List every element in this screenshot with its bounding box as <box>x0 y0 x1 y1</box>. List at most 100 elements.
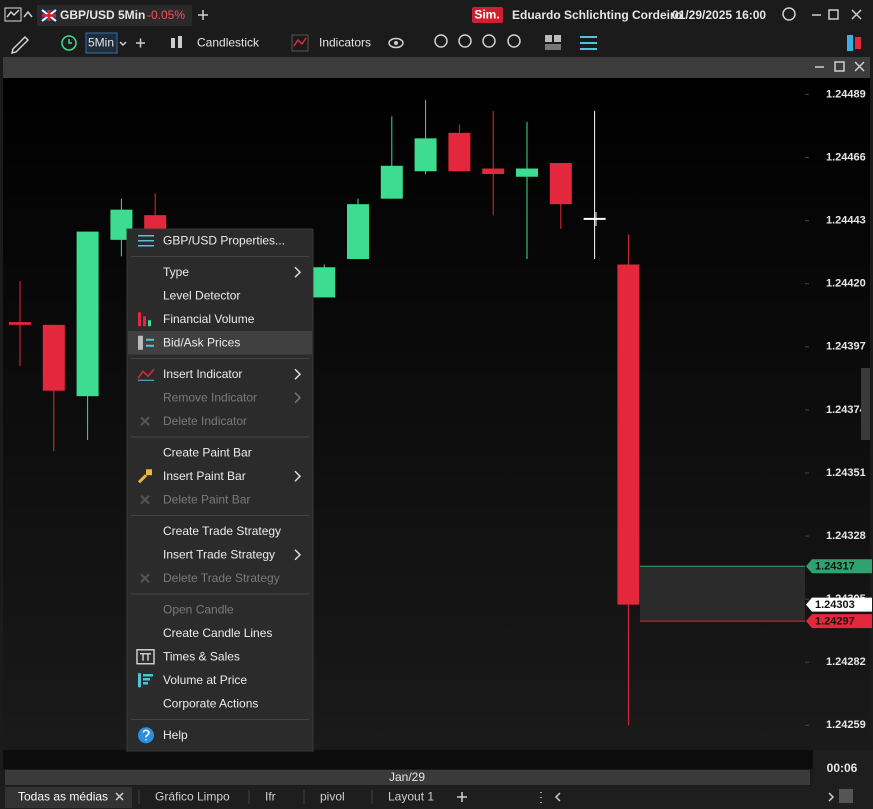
tab-label[interactable]: Todas as médias <box>18 790 108 804</box>
zoom-in[interactable] <box>434 34 448 48</box>
indicators[interactable]: Indicators <box>319 36 371 50</box>
tab-label[interactable]: pivol <box>320 790 345 804</box>
app-icon-line <box>6 9 20 18</box>
countdown-box <box>813 750 873 790</box>
y-tick-label: 1.24466 <box>826 151 866 163</box>
time-axis <box>3 750 813 769</box>
mode-badge <box>472 7 503 23</box>
chart-type[interactable]: Candlestick <box>197 36 260 50</box>
date-bar <box>5 770 810 785</box>
menu-icon <box>140 573 150 583</box>
menu-item[interactable]: Financial Volume <box>163 312 255 326</box>
visibility-button[interactable] <box>388 37 404 49</box>
more-button[interactable] <box>782 7 796 21</box>
zoom-out[interactable] <box>458 34 472 48</box>
menu-item[interactable]: Insert Paint Bar <box>163 469 246 483</box>
panel-button-2 <box>855 37 861 49</box>
datetime: 01/29/2025 16:00 <box>672 8 766 22</box>
zoom-fit[interactable] <box>482 34 496 48</box>
settings-button[interactable] <box>580 36 597 50</box>
tab-label[interactable]: Gráfico Limpo <box>155 790 230 804</box>
chart-window-header <box>3 57 870 78</box>
zoom-reset[interactable] <box>507 34 521 48</box>
cursor <box>589 212 603 226</box>
price-label: 1.24297 <box>815 615 855 627</box>
menu-item[interactable]: Bid/Ask Prices <box>163 335 240 349</box>
chart-close[interactable] <box>854 61 865 72</box>
menu-item[interactable]: Create Candle Lines <box>163 626 272 640</box>
close-button[interactable] <box>851 9 862 20</box>
candle-body <box>414 138 437 172</box>
y-tick-label: 1.24259 <box>826 719 866 731</box>
menu-item[interactable]: Type <box>163 265 189 279</box>
candle-body <box>9 322 31 325</box>
clock-icon[interactable] <box>61 35 77 51</box>
submenu-arrow <box>294 549 302 561</box>
menu-item: Remove Indicator <box>163 390 257 404</box>
menu-item[interactable]: Create Paint Bar <box>163 445 252 459</box>
zoom-buttons[interactable] <box>434 34 521 48</box>
y-tick-label: 1.24420 <box>826 278 866 290</box>
interval-dropdown[interactable] <box>119 41 127 47</box>
y-tick-label: 1.24328 <box>826 530 866 542</box>
menu-item[interactable]: Help <box>163 728 188 742</box>
indicators-icon-line <box>293 37 307 47</box>
tab-label[interactable]: Ifr <box>265 790 276 804</box>
menu-item: Delete Paint Bar <box>163 492 250 506</box>
panel-button[interactable] <box>847 35 853 51</box>
menu-item[interactable]: Volume at Price <box>163 673 247 687</box>
menu-item[interactable]: Create Trade Strategy <box>163 524 281 538</box>
tabs-left[interactable] <box>554 792 561 802</box>
toolbar <box>0 30 873 56</box>
price-label-box <box>806 597 872 612</box>
menu-item: Delete Trade Strategy <box>163 571 280 585</box>
corner-button[interactable] <box>839 789 853 803</box>
layout-button-3 <box>545 44 561 50</box>
submenu-arrow <box>294 266 302 278</box>
indicators-icon[interactable] <box>291 34 309 52</box>
add-layout[interactable] <box>457 792 467 802</box>
menu-item[interactable]: Level Detector <box>163 288 240 302</box>
menu-icon <box>138 312 151 327</box>
maximize-button[interactable] <box>828 9 839 20</box>
scroll-handle[interactable] <box>861 368 870 440</box>
price-label: 1.24303 <box>815 599 855 611</box>
date-label: Jan/29 <box>389 770 425 784</box>
price-label-box <box>806 614 872 629</box>
layout-button-2 <box>554 35 561 42</box>
tab-close[interactable] <box>115 792 124 801</box>
candle-icon[interactable] <box>171 38 175 48</box>
tab-label[interactable]: Layout 1 <box>388 790 434 804</box>
menu-item[interactable]: Corporate Actions <box>163 696 258 710</box>
y-tick-label: 1.24374 <box>826 404 867 416</box>
menu-item[interactable]: Insert Trade Strategy <box>163 547 275 561</box>
chart-maximize[interactable] <box>834 61 845 72</box>
symbol-tab[interactable] <box>37 5 192 26</box>
menu-icon <box>140 495 150 505</box>
active-tab[interactable] <box>5 787 132 808</box>
user: Eduardo Schlichting Cordeiro <box>512 8 682 22</box>
menu-icon <box>137 469 152 484</box>
visibility-pupil <box>394 41 398 45</box>
menu-item[interactable]: Insert Indicator <box>163 367 242 381</box>
interval-box[interactable] <box>85 32 118 54</box>
app-icon <box>4 7 22 22</box>
candle-body <box>76 231 99 397</box>
interval: 5Min <box>88 36 114 50</box>
bid-ask-box <box>640 566 805 622</box>
menu-icon <box>138 673 153 688</box>
draw-button[interactable] <box>10 35 30 55</box>
menu-item[interactable]: Times & Sales <box>163 649 240 663</box>
add-tab[interactable] <box>198 10 208 20</box>
mode: Sim. <box>474 8 499 22</box>
submenu-arrow <box>294 470 302 482</box>
layout-button[interactable] <box>545 35 552 42</box>
menu-item: Delete Indicator <box>163 414 247 428</box>
candle-icon-2 <box>178 36 182 48</box>
tabs-right[interactable] <box>828 792 835 802</box>
add-interval[interactable] <box>136 38 145 48</box>
menu-icon <box>138 727 154 744</box>
collapse-icon[interactable] <box>23 10 33 18</box>
menu-item[interactable]: GBP/USD Properties... <box>163 233 285 247</box>
